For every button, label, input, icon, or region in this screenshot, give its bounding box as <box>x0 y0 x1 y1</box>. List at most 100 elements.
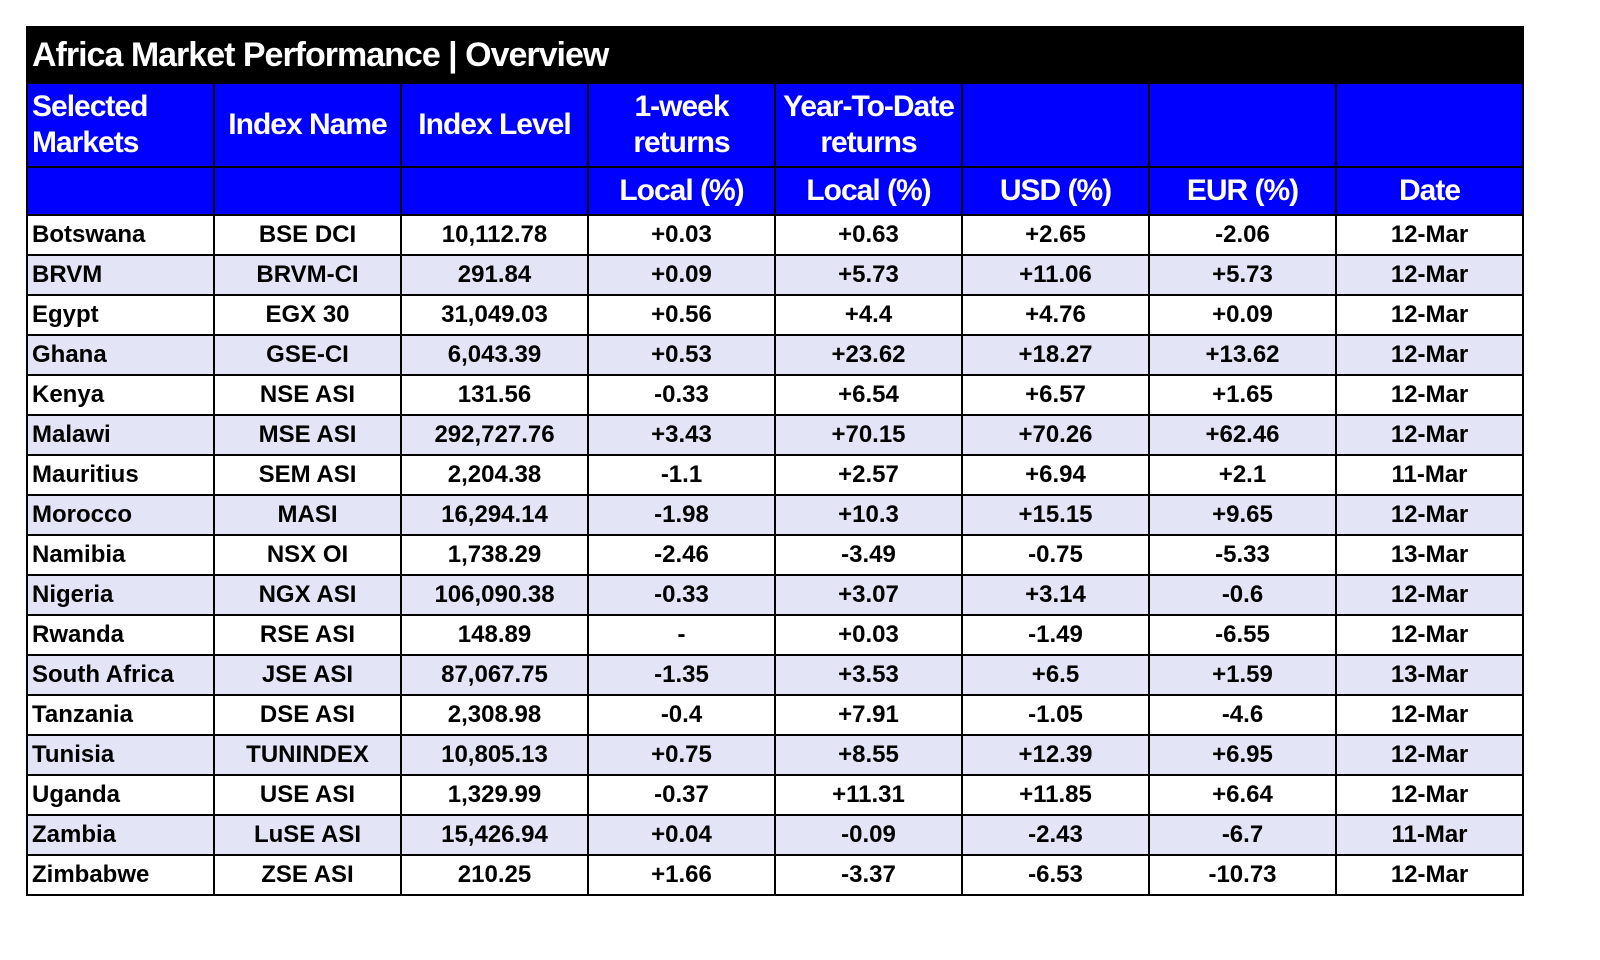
table-cell: +0.09 <box>587 254 776 296</box>
table-cell: +0.75 <box>587 734 776 776</box>
table-cell: -1.05 <box>961 694 1150 736</box>
table-cell: +0.09 <box>1148 294 1337 336</box>
table-cell: BSE DCI <box>213 214 402 256</box>
table-cell: ZSE ASI <box>213 854 402 896</box>
table-cell: +15.15 <box>961 494 1150 536</box>
table-cell: 12-Mar <box>1335 294 1524 336</box>
table-cell: 10,805.13 <box>400 734 589 776</box>
table-cell: 292,727.76 <box>400 414 589 456</box>
table-cell: Date <box>1335 166 1524 216</box>
empty-cell <box>1335 82 1524 168</box>
table-cell: +5.73 <box>774 254 963 296</box>
table-cell: South Africa <box>26 654 215 696</box>
table-cell: +6.57 <box>961 374 1150 416</box>
table-cell: -4.6 <box>1148 694 1337 736</box>
data-row: Morocco MASI 16,294.14 -1.98 +10.3 +15.15 +9.6… <box>26 494 1524 536</box>
table-cell: MASI <box>213 494 402 536</box>
table-cell: Uganda <box>26 774 215 816</box>
table-cell: BRVM-CI <box>213 254 402 296</box>
data-row: Botswana BSE DCI 10,112.78 +0.03 +0.63 +2.65-… <box>26 214 1524 256</box>
data-row: South Africa JSE ASI 87,067.75 -1.35 +3.53 +6… <box>26 654 1524 696</box>
table-cell: RSE ASI <box>213 614 402 656</box>
table-cell: -6.7 <box>1148 814 1337 856</box>
table-cell: 1,738.29 <box>400 534 589 576</box>
table-cell: +0.04 <box>587 814 776 856</box>
data-row: Nigeria NGX ASI 106,090.38 -0.33 +3.07 +3.14-… <box>26 574 1524 616</box>
data-row: Tanzania DSE ASI 2,308.98 -0.4 +7.91 -1.05 -4.… <box>26 694 1524 736</box>
table-cell: 11-Mar <box>1335 454 1524 496</box>
table-cell: 10,112.78 <box>400 214 589 256</box>
table-cell: Egypt <box>26 294 215 336</box>
market-table-panel: Africa Market Performance | Overview Sel… <box>26 26 1524 896</box>
table-cell: -3.37 <box>774 854 963 896</box>
table-cell: -3.49 <box>774 534 963 576</box>
table-cell: +11.31 <box>774 774 963 816</box>
table-cell: BRVM <box>26 254 215 296</box>
table-cell: +0.03 <box>587 214 776 256</box>
table-cell: 31,049.03 <box>400 294 589 336</box>
table-cell: -0.75 <box>961 534 1150 576</box>
table-cell: Zimbabwe <box>26 854 215 896</box>
table-cell: +6.95 <box>1148 734 1337 776</box>
table-cell: EUR (%) <box>1148 166 1337 216</box>
table-cell: +62.46 <box>1148 414 1337 456</box>
table-cell: +2.1 <box>1148 454 1337 496</box>
table-cell: 12-Mar <box>1335 414 1524 456</box>
empty-cell <box>213 166 402 216</box>
data-row: Rwanda RSE ASI 148.89- +0.03 -1.49 -6.55 12-Ma… <box>26 614 1524 656</box>
table-cell: Index Name <box>213 82 402 168</box>
table-cell: Namibia <box>26 534 215 576</box>
table-cell: +2.57 <box>774 454 963 496</box>
table-cell: -1.35 <box>587 654 776 696</box>
table-cell: 12-Mar <box>1335 494 1524 536</box>
table-cell: +0.53 <box>587 334 776 376</box>
data-row: Uganda USE ASI 1,329.99 -0.37 +11.31 +11.85 +6… <box>26 774 1524 816</box>
table-cell: -0.33 <box>587 374 776 416</box>
data-row: Kenya NSE ASI 131.56 -0.33 +6.54 +6.57 +1.65 12… <box>26 374 1524 416</box>
table-cell: GSE-CI <box>213 334 402 376</box>
table-cell: +9.65 <box>1148 494 1337 536</box>
table-cell: +6.64 <box>1148 774 1337 816</box>
table-cell: +70.15 <box>774 414 963 456</box>
empty-cell <box>1148 82 1337 168</box>
table-cell: +6.5 <box>961 654 1150 696</box>
table-cell: +18.27 <box>961 334 1150 376</box>
empty-cell <box>400 166 589 216</box>
table-cell: 1,329.99 <box>400 774 589 816</box>
table-cell: - <box>587 614 776 656</box>
table-cell: 2,204.38 <box>400 454 589 496</box>
table-cell: +5.73 <box>1148 254 1337 296</box>
table-cell: NSE ASI <box>213 374 402 416</box>
data-row: Zimbabwe ZSE ASI 210.25 +1.66 -3.37 -6.53 -10.… <box>26 854 1524 896</box>
table-cell: +0.03 <box>774 614 963 656</box>
table-cell: 12-Mar <box>1335 574 1524 616</box>
table-cell: Local (%) <box>587 166 776 216</box>
table-cell: +1.65 <box>1148 374 1337 416</box>
market-table: Selected Markets Index Name Index Level 1-w… <box>26 82 1524 896</box>
table-cell: +3.43 <box>587 414 776 456</box>
table-cell: 12-Mar <box>1335 334 1524 376</box>
data-row: Zambia LuSE ASI 15,426.94 +0.04 -0.09 -2.43 -6… <box>26 814 1524 856</box>
table-cell: -2.46 <box>587 534 776 576</box>
table-cell: Rwanda <box>26 614 215 656</box>
table-cell: 131.56 <box>400 374 589 416</box>
table-cell: +70.26 <box>961 414 1150 456</box>
table-cell: +6.54 <box>774 374 963 416</box>
table-cell: 2,308.98 <box>400 694 589 736</box>
table-cell: +1.59 <box>1148 654 1337 696</box>
table-cell: 12-Mar <box>1335 854 1524 896</box>
table-cell: -6.55 <box>1148 614 1337 656</box>
table-cell: 12-Mar <box>1335 254 1524 296</box>
table-cell: +2.65 <box>961 214 1150 256</box>
table-cell: Local (%) <box>774 166 963 216</box>
table-cell: Zambia <box>26 814 215 856</box>
table-cell: 15,426.94 <box>400 814 589 856</box>
table-cell: -1.98 <box>587 494 776 536</box>
table-cell: Botswana <box>26 214 215 256</box>
table-cell: +4.4 <box>774 294 963 336</box>
table-cell: USD (%) <box>961 166 1150 216</box>
table-cell: 12-Mar <box>1335 214 1524 256</box>
table-cell: Selected Markets <box>26 82 215 168</box>
table-cell: 210.25 <box>400 854 589 896</box>
table-cell: +6.94 <box>961 454 1150 496</box>
